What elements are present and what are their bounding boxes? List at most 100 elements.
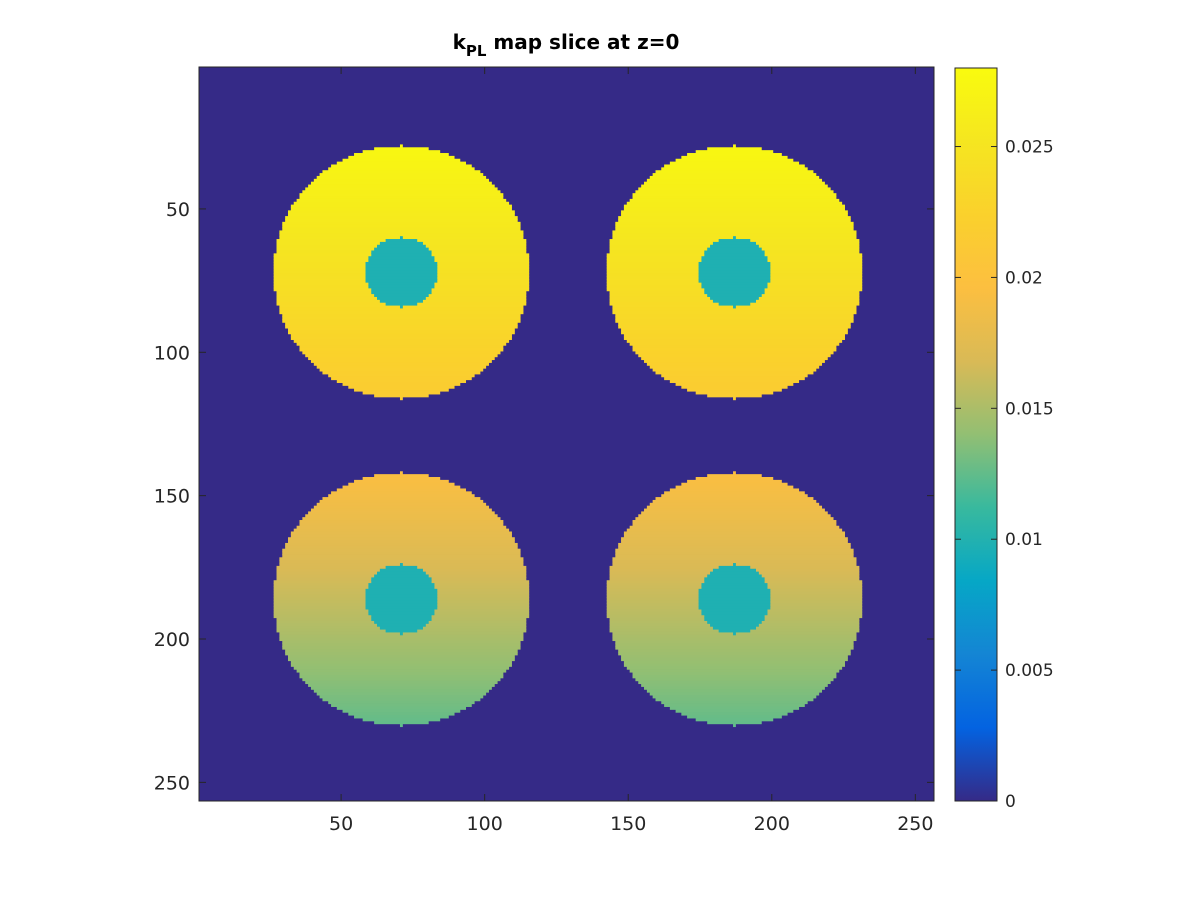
- heatmap-row: [313, 505, 489, 510]
- heatmap-inner-row: [698, 264, 771, 269]
- heatmap-row: [319, 499, 484, 504]
- heatmap-inner-row: [701, 282, 768, 286]
- heatmap-row: [296, 669, 507, 673]
- heatmap-inner-row: [698, 597, 771, 601]
- heatmap-row: [626, 201, 843, 206]
- heatmap-row: [285, 216, 518, 220]
- heatmap-row: [652, 499, 817, 504]
- heatmap-row: [305, 353, 498, 358]
- heatmap-row: [612, 560, 857, 564]
- heatmap-row: [612, 310, 857, 315]
- heatmap-row: [664, 703, 805, 707]
- heatmap-inner-row: [371, 580, 432, 584]
- heatmap-row: [342, 158, 461, 163]
- heatmap-row: [615, 551, 854, 556]
- heatmap-row: [629, 198, 840, 203]
- heatmap-row: [305, 187, 498, 191]
- heatmap-row: [288, 327, 515, 332]
- heatmap-row: [615, 646, 854, 650]
- heatmap-row: [328, 700, 475, 705]
- heatmap-inner-row: [377, 571, 426, 576]
- heatmap-row: [635, 677, 834, 682]
- heatmap-row: [336, 706, 467, 710]
- y-tick-label: 50: [166, 199, 190, 221]
- heatmap-inner-row: [701, 611, 768, 616]
- heatmap-row: [687, 714, 782, 719]
- heatmap-inner-row: [710, 296, 759, 300]
- heatmap-row: [354, 388, 449, 392]
- heatmap-inner-row: [718, 239, 751, 243]
- heatmap-row: [681, 385, 788, 389]
- heatmap-row: [282, 640, 521, 644]
- heatmap-row: [615, 224, 854, 229]
- heatmap-row: [626, 339, 843, 343]
- heatmap-region-top-left: [273, 144, 530, 401]
- heatmap-inner-row: [368, 611, 435, 616]
- colorbar-tick-label: 0.01: [1005, 530, 1043, 550]
- heatmap-row: [687, 388, 782, 392]
- heatmap-inner-row: [379, 568, 423, 573]
- heatmap-row: [621, 657, 848, 662]
- heatmap-row: [290, 663, 512, 667]
- x-tick-label: 250: [897, 813, 933, 835]
- heatmap-row: [615, 643, 854, 647]
- x-tick-label: 50: [329, 813, 353, 835]
- heatmap-inner-row: [698, 273, 771, 277]
- heatmap-inner-row: [701, 284, 768, 289]
- heatmap-row: [612, 230, 857, 234]
- heatmap-row: [695, 477, 774, 481]
- heatmap-row: [675, 382, 794, 386]
- heatmap-inner-row: [718, 565, 751, 570]
- heatmap-row: [664, 491, 805, 495]
- heatmap-inner-row: [368, 284, 435, 289]
- colorbar-tick-label: 0.015: [1005, 399, 1054, 419]
- heatmap-row: [632, 193, 837, 197]
- heatmap-row: [296, 525, 507, 530]
- heatmap-row: [279, 560, 524, 564]
- heatmap-inner-row: [733, 631, 736, 636]
- heatmap-row: [374, 474, 429, 478]
- heatmap-inner-row: [704, 287, 765, 292]
- heatmap-row: [655, 370, 814, 375]
- heatmap-row: [310, 686, 492, 690]
- heatmap-row: [322, 697, 481, 702]
- heatmap-inner-row: [399, 563, 403, 567]
- heatmap-row: [621, 213, 848, 217]
- heatmap-row: [282, 643, 521, 647]
- heatmap-row: [655, 697, 814, 702]
- heatmap-inner-row: [399, 304, 403, 309]
- heatmap-row: [623, 204, 845, 209]
- heatmap-row: [328, 167, 475, 171]
- heatmap-row: [623, 660, 845, 664]
- heatmap-inner-row: [704, 290, 765, 295]
- heatmap-row: [299, 674, 504, 679]
- heatmap-row: [649, 502, 820, 507]
- heatmap-row: [342, 709, 461, 713]
- heatmap-row: [695, 390, 774, 395]
- heatmap-row: [336, 488, 467, 492]
- heatmap-background: [199, 67, 934, 801]
- heatmap-inner-row: [698, 591, 771, 596]
- heatmap-inner-row: [365, 279, 438, 283]
- heatmap-inner-row: [710, 571, 759, 576]
- heatmap-row: [623, 333, 845, 338]
- heatmap-inner-row: [698, 267, 771, 272]
- heatmap-row: [621, 654, 848, 659]
- heatmap-row: [638, 514, 831, 518]
- heatmap-inner-row: [707, 247, 762, 252]
- heatmap-row: [621, 537, 848, 541]
- heatmap-row: [282, 646, 521, 650]
- heatmap-inner-row: [385, 628, 418, 633]
- heatmap-inner-row: [698, 276, 771, 280]
- heatmap-inner-row: [365, 603, 438, 607]
- heatmap-row: [310, 508, 492, 513]
- heatmap-inner-row: [707, 293, 762, 297]
- heatmap-row: [299, 671, 504, 676]
- heatmap-row: [296, 342, 507, 346]
- heatmap-row: [285, 322, 518, 326]
- heatmap-row: [293, 339, 510, 343]
- heatmap-row: [644, 508, 825, 513]
- heatmap-inner-row: [698, 606, 771, 610]
- chart-title-main: k: [453, 30, 467, 54]
